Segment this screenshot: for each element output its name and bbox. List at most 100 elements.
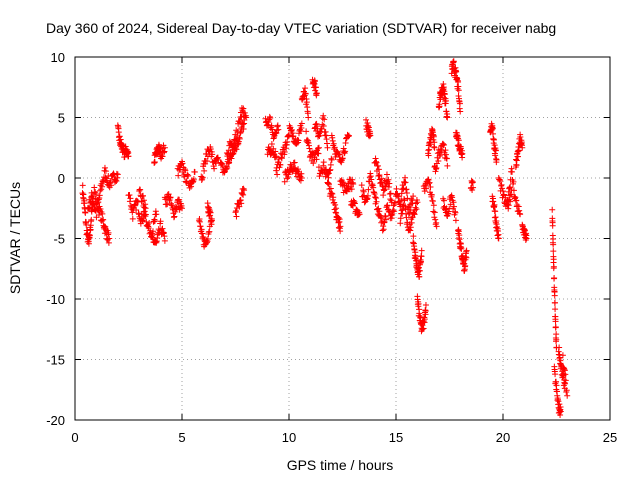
data-point [286, 131, 292, 138]
data-point [514, 202, 521, 209]
data-point [96, 212, 103, 219]
data-point [303, 128, 310, 135]
y-axis-label: SDTVAR / TECUs [7, 182, 23, 294]
data-point [116, 133, 123, 140]
data-point [491, 201, 498, 208]
data-point [552, 318, 559, 325]
data-point [237, 119, 244, 126]
data-point [197, 223, 204, 230]
data-point [491, 142, 498, 149]
data-point [89, 192, 96, 199]
data-point [455, 87, 462, 94]
data-point [425, 152, 432, 159]
data-point [444, 114, 451, 121]
x-axis-label: GPS time / hours [287, 457, 394, 473]
data-point [85, 240, 92, 247]
data-point [319, 121, 326, 128]
data-point [98, 218, 105, 225]
data-point [281, 148, 288, 155]
data-point [358, 182, 365, 189]
data-points [79, 58, 571, 418]
data-point [293, 167, 300, 174]
data-point [311, 78, 318, 85]
data-point [302, 90, 309, 97]
data-point [443, 155, 450, 162]
data-point [321, 116, 328, 123]
data-point [549, 222, 556, 229]
data-point [348, 186, 355, 193]
data-point [241, 187, 248, 194]
data-point [332, 201, 339, 208]
data-point [365, 124, 372, 131]
data-point [273, 153, 280, 160]
data-point [127, 195, 134, 202]
data-point [550, 241, 557, 248]
data-point [236, 203, 243, 210]
data-point [418, 253, 425, 260]
data-point [450, 58, 457, 65]
data-point [327, 161, 334, 168]
data-point [375, 173, 382, 180]
data-point [410, 233, 417, 240]
data-point [490, 136, 497, 143]
data-point [101, 164, 108, 171]
data-point [427, 183, 434, 190]
data-point [428, 191, 435, 198]
data-point [79, 182, 86, 189]
data-point [208, 217, 215, 224]
data-point [336, 216, 343, 223]
data-point [414, 199, 421, 206]
data-point [243, 114, 250, 121]
data-point [383, 171, 390, 178]
data-point [374, 162, 381, 169]
data-point [153, 211, 160, 218]
data-point [115, 129, 122, 136]
data-point [462, 262, 469, 269]
data-point [448, 70, 455, 77]
data-point [233, 146, 240, 153]
data-point [297, 177, 304, 184]
data-point [433, 223, 440, 230]
data-point [342, 148, 349, 155]
data-point [387, 190, 394, 197]
data-point [416, 273, 423, 280]
data-point [493, 156, 500, 163]
data-point [161, 237, 168, 244]
data-point [393, 185, 400, 192]
data-point [396, 198, 403, 205]
data-point [492, 147, 499, 154]
data-point [499, 185, 506, 192]
data-point [556, 401, 563, 408]
data-point [275, 126, 282, 133]
data-point [431, 144, 438, 151]
data-point [224, 165, 231, 172]
data-point [415, 300, 422, 307]
data-point [420, 325, 427, 332]
data-point [137, 186, 144, 193]
data-point [306, 145, 313, 152]
data-point [340, 179, 347, 186]
data-point [457, 108, 464, 115]
data-point [552, 371, 559, 378]
data-point [313, 90, 320, 97]
data-point [497, 177, 504, 184]
data-point [373, 159, 380, 166]
data-point [335, 151, 342, 158]
data-point [238, 200, 245, 207]
data-point [514, 153, 521, 160]
data-point [553, 336, 560, 343]
data-point [106, 235, 113, 242]
data-point [330, 140, 337, 147]
data-point [441, 141, 448, 148]
data-point [553, 382, 560, 389]
data-point [469, 179, 476, 186]
data-point [509, 168, 516, 175]
grid-lines [75, 57, 610, 420]
data-point [443, 108, 450, 115]
data-point [421, 188, 428, 195]
data-point [456, 100, 463, 107]
data-point [298, 175, 305, 181]
data-point [315, 145, 322, 152]
data-point [492, 152, 499, 159]
